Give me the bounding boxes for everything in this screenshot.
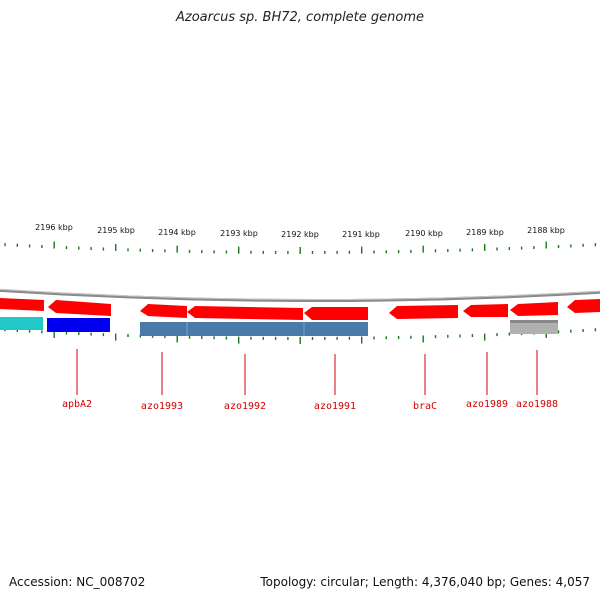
scale-label: 2192 kbp xyxy=(281,230,319,239)
gene-arrow[interactable] xyxy=(0,298,44,311)
genome-backbone xyxy=(0,288,600,303)
scale-ticks-top xyxy=(4,241,597,254)
genome-backbone-highlight xyxy=(0,288,600,301)
genome-summary-text: Topology: circular; Length: 4,376,040 bp… xyxy=(260,575,590,589)
feature-blue[interactable] xyxy=(47,318,110,332)
feature-cyan[interactable] xyxy=(0,317,43,330)
scale-label: 2196 kbp xyxy=(35,223,73,232)
gene-labels: apbA2 azo1993 azo1992 azo1991 braC azo1989 azo… xyxy=(62,399,558,412)
gene-label[interactable]: braC xyxy=(413,401,437,412)
gene-leader-lines xyxy=(76,349,538,395)
gene-arrow[interactable] xyxy=(389,305,458,319)
scale-label: 2190 kbp xyxy=(405,229,443,238)
gene-label[interactable]: azo1988 xyxy=(516,399,558,410)
feature-gray[interactable] xyxy=(510,320,558,334)
gene-arrow[interactable] xyxy=(304,307,368,320)
scale-label: 2188 kbp xyxy=(527,226,565,235)
gene-label[interactable]: apbA2 xyxy=(62,399,92,410)
scale-label: 2194 kbp xyxy=(158,228,196,237)
gene-arrow[interactable] xyxy=(48,300,111,316)
gene-arrow[interactable] xyxy=(510,302,558,316)
accession-text: Accession: NC_008702 xyxy=(9,575,146,589)
genes-forward-track xyxy=(0,298,600,320)
map-title: Azoarcus sp. BH72, complete genome xyxy=(175,10,425,25)
feature-steelblue[interactable] xyxy=(140,322,368,336)
scale-labels: 2196 kbp 2195 kbp 2194 kbp 2193 kbp 2192 kbp… xyxy=(35,223,565,239)
gene-arrow[interactable] xyxy=(140,304,187,318)
gene-label[interactable]: azo1992 xyxy=(224,401,266,412)
gene-label[interactable]: azo1989 xyxy=(466,399,508,410)
gene-arrow[interactable] xyxy=(567,299,600,313)
scale-label: 2191 kbp xyxy=(342,230,380,239)
gene-arrow[interactable] xyxy=(463,304,508,317)
feature-gray-top xyxy=(510,320,558,323)
gene-arrow[interactable] xyxy=(187,306,303,320)
scale-label: 2195 kbp xyxy=(97,226,135,235)
scale-label: 2193 kbp xyxy=(220,229,258,238)
scale-label: 2189 kbp xyxy=(466,228,504,237)
features-track xyxy=(0,317,558,336)
gene-label[interactable]: azo1991 xyxy=(314,401,356,412)
gene-label[interactable]: azo1993 xyxy=(141,401,183,412)
